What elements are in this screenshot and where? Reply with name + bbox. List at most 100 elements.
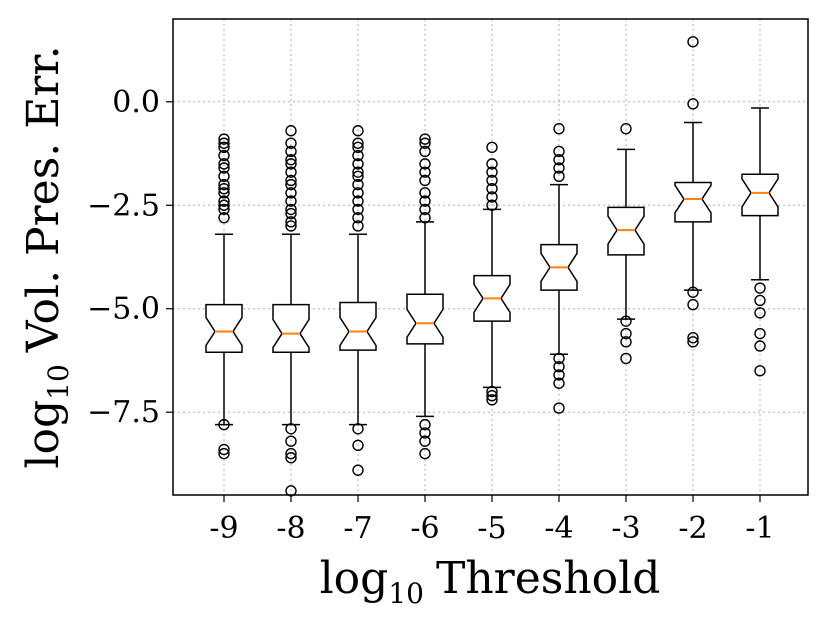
x-tick-label: -9 <box>209 511 238 546</box>
x-tick-label: -1 <box>745 511 774 546</box>
outlier-point <box>352 464 364 476</box>
outlier-point <box>218 170 230 182</box>
outlier-point <box>218 162 230 174</box>
outlier-point <box>620 327 632 340</box>
outlier-point <box>218 187 230 199</box>
outlier-point <box>352 149 364 162</box>
outlier-point <box>553 352 565 365</box>
outlier-point <box>419 187 431 199</box>
outlier-point <box>419 158 431 170</box>
outlier-point <box>687 286 699 298</box>
outlier-point <box>754 294 766 307</box>
box-body <box>272 303 310 353</box>
outlier-point <box>687 336 699 348</box>
outlier-point <box>553 402 565 414</box>
outlier-point <box>352 141 364 154</box>
outlier-point <box>419 195 431 207</box>
y-tick-label: −5.0 <box>87 292 160 327</box>
outlier-point <box>352 211 364 224</box>
outlier-point <box>352 439 364 452</box>
outlier-point <box>285 447 297 460</box>
y-tick-label: 0.0 <box>112 85 160 120</box>
box-body <box>339 301 377 351</box>
outlier-point <box>553 162 565 174</box>
outlier-point <box>352 220 364 232</box>
outlier-point <box>285 154 297 166</box>
x-tick-label: -8 <box>276 511 305 546</box>
outlier-point <box>218 137 230 149</box>
plot-frame <box>172 18 809 496</box>
outlier-point <box>218 141 230 154</box>
outlier-point <box>352 195 364 207</box>
outlier-point <box>218 203 230 216</box>
outlier-point <box>285 220 297 232</box>
outlier-point <box>218 178 230 191</box>
box-body <box>205 303 243 353</box>
outlier-point <box>486 385 498 398</box>
outlier-point <box>419 145 431 158</box>
outlier-point <box>486 199 498 211</box>
outlier-point <box>352 137 364 149</box>
outlier-point <box>419 133 431 145</box>
outlier-point <box>754 307 766 319</box>
x-tick-label: -5 <box>477 511 506 546</box>
outlier-point <box>553 122 565 135</box>
x-tick-label: -4 <box>544 511 573 546</box>
outlier-point <box>218 158 230 170</box>
outlier-point <box>486 174 498 187</box>
x-tick-label: -2 <box>678 511 707 546</box>
x-tick-label: -7 <box>343 511 372 546</box>
outlier-point <box>218 443 230 456</box>
outlier-point <box>486 394 498 406</box>
outlier-point <box>620 315 632 327</box>
grid <box>173 19 808 495</box>
outlier-point <box>553 154 565 166</box>
outlier-point <box>218 183 230 195</box>
outlier-point <box>218 211 230 224</box>
outlier-point <box>352 125 364 137</box>
outlier-point <box>553 145 565 158</box>
outlier-point <box>687 98 699 110</box>
outlier-point <box>754 327 766 340</box>
outlier-point <box>620 352 632 365</box>
outlier-point <box>218 195 230 207</box>
outlier-point <box>352 178 364 191</box>
outlier-point <box>285 187 297 199</box>
outlier-point <box>285 216 297 228</box>
outlier-point <box>218 133 230 145</box>
outlier-point <box>486 183 498 195</box>
box-body <box>674 181 712 223</box>
outlier-point <box>352 423 364 435</box>
outlier-point <box>419 166 431 178</box>
y-tick-label: −2.5 <box>87 188 160 223</box>
ticks: 0.0 −2.5 −5.0 −7.5 -9 -8 -7 -6 -5 -4 -3 -2 -1 <box>87 85 774 546</box>
box-body <box>406 293 444 345</box>
outlier-point <box>553 369 565 381</box>
outlier-point <box>285 174 297 187</box>
outlier-point <box>553 377 565 389</box>
outlier-point <box>553 170 565 182</box>
outlier-point <box>754 365 766 377</box>
boxes <box>205 36 779 497</box>
outlier-point <box>419 418 431 431</box>
outlier-point <box>486 158 498 170</box>
outlier-point <box>285 452 297 464</box>
outlier-point <box>218 418 230 431</box>
outlier-point <box>687 298 699 311</box>
x-tick-label: -6 <box>410 511 439 546</box>
outlier-point <box>419 427 431 439</box>
outlier-point <box>419 435 431 447</box>
outlier-point <box>754 282 766 294</box>
outlier-point <box>419 447 431 460</box>
x-tick-label: -3 <box>611 511 640 546</box>
y-tick-label: −7.5 <box>87 395 160 430</box>
outlier-point <box>486 141 498 154</box>
outlier-point <box>754 340 766 352</box>
outlier-point <box>285 137 297 149</box>
outlier-point <box>352 170 364 182</box>
outlier-point <box>352 187 364 199</box>
outlier-point <box>352 166 364 178</box>
outlier-point <box>687 332 699 344</box>
outlier-point <box>553 360 565 373</box>
